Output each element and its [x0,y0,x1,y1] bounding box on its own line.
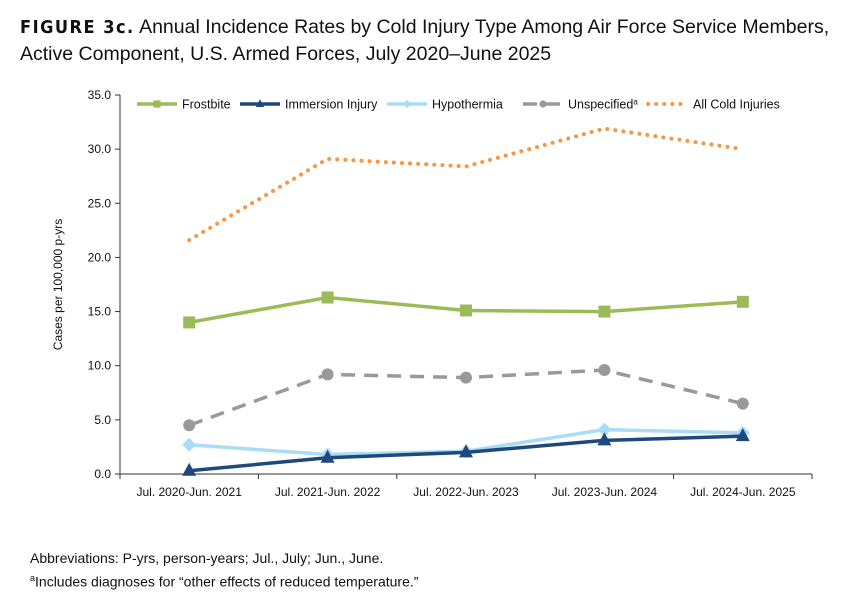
legend-label: Immersion Injury [285,98,378,112]
legend-item: Unspecifieda [523,98,638,112]
data-point-triangle [255,99,265,107]
data-point-circle [321,368,334,381]
figure-label: FIGURE 3c. [20,17,135,38]
series-all-cold-injuries [187,126,745,243]
notes: Abbreviations: P-yrs, person-years; Jul.… [30,548,418,592]
figure-title-text: Annual Incidence Rates by Cold Injury Ty… [20,16,830,65]
data-point-square [598,305,611,318]
data-point-diamond [597,422,612,437]
y-tick-label: 25.0 [88,196,112,210]
series-frostbite [183,291,749,329]
legend-label: All Cold Injuries [693,98,780,112]
figure-title: FIGURE 3c. Annual Incidence Rates by Col… [20,14,840,68]
legend-item: Immersion Injury [240,98,378,112]
series-unspecified [183,364,749,432]
y-tick-label: 20.0 [88,250,112,264]
y-tick-label: 0.0 [94,467,111,481]
legend-item: All Cold Injuries [646,98,780,112]
data-point-square [736,295,749,308]
legend-item: Frostbite [137,98,231,112]
series-immersion-injury [182,428,750,476]
data-point-triangle [459,444,473,458]
data-point-square [460,304,472,317]
legend-label: Frostbite [182,98,231,112]
x-tick-label: Jul. 2021-Jun. 2022 [275,485,381,499]
footnote: aIncludes diagnoses for “other effects o… [30,568,418,592]
y-tick-label: 5.0 [94,413,111,427]
data-point-diamond [402,99,412,109]
footnote-marker: a [30,573,36,583]
y-axis-label: Cases per 100,000 p-yrs [51,219,65,350]
legend-label: Unspecifieda [568,98,638,112]
x-tick-label: Jul. 2020-Jun. 2021 [136,485,242,499]
series-line [187,126,745,243]
abbreviations-note: Abbreviations: P-yrs, person-years; Jul.… [30,550,384,566]
legend-item: Hypothermia [387,98,503,112]
data-point-square [183,316,196,329]
legend-label: Hypothermia [432,98,503,112]
x-tick-label: Jul. 2024-Jun. 2025 [690,485,796,499]
data-point-triangle [735,428,750,442]
data-point-triangle [182,462,197,476]
data-point-triangle [597,432,612,446]
legend-superscript: a [633,98,638,107]
legend: Frostbite Immersion Injury Hypothermia Unsp… [137,98,780,112]
data-point-circle [460,371,472,384]
x-tick-label: Jul. 2023-Jun. 2024 [552,485,658,499]
y-tick-label: 35.0 [88,88,112,102]
y-tick-label: 15.0 [88,305,112,319]
data-point-circle [539,100,547,108]
y-tick-label: 10.0 [88,359,112,373]
data-point-square [321,291,334,304]
data-point-triangle [320,449,335,463]
data-point-circle [736,397,749,410]
footnote-text: Includes diagnoses for “other effects of… [35,573,419,590]
data-point-square [153,100,161,108]
data-point-diamond [182,437,197,452]
x-tick-label: Jul. 2022-Jun. 2023 [413,485,519,499]
y-tick-label: 30.0 [88,142,112,156]
data-point-circle [183,419,196,432]
data-point-circle [598,364,611,377]
